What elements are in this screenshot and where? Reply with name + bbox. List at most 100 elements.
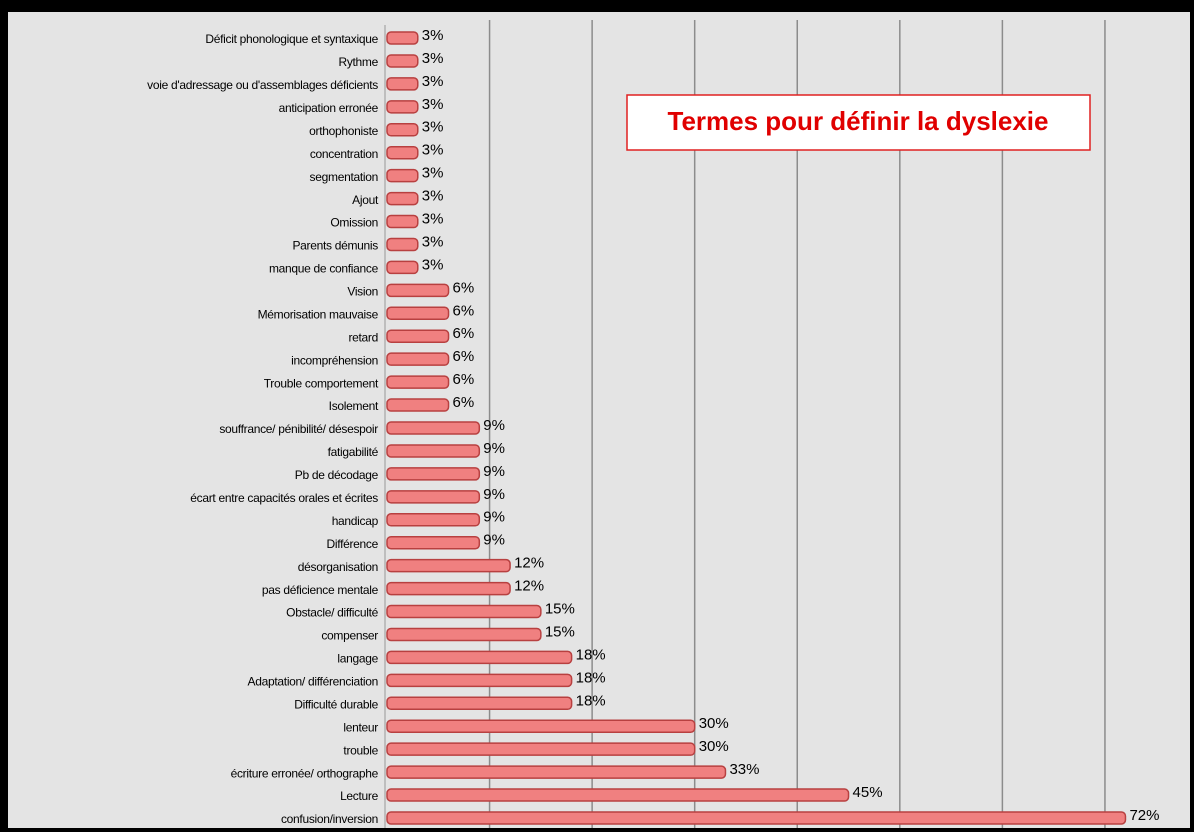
title-box — [626, 94, 1091, 151]
bar — [386, 421, 481, 435]
bar — [386, 811, 1127, 825]
data-label: 33% — [729, 761, 759, 778]
y-tick-label: Adaptation/ différenciation — [248, 675, 378, 689]
y-tick-label: manque de confiance — [269, 262, 379, 276]
y-tick-label: orthophoniste — [309, 124, 378, 138]
data-label: 9% — [483, 486, 505, 503]
bar — [386, 765, 727, 779]
data-label: 3% — [422, 73, 444, 90]
bar — [386, 490, 481, 504]
bar — [386, 696, 573, 711]
y-tick-label: concentration — [310, 147, 378, 161]
data-label: 6% — [453, 371, 475, 388]
data-label: 18% — [576, 692, 606, 709]
data-label: 6% — [453, 279, 475, 296]
y-tick-label: compenser — [321, 629, 378, 643]
data-label: 15% — [545, 600, 575, 617]
y-tick-label: Rythme — [338, 55, 378, 69]
bar — [386, 581, 511, 596]
data-label: 3% — [422, 233, 444, 250]
y-tick-label: incompréhension — [291, 353, 378, 367]
y-tick-label: confusion/inversion — [281, 812, 378, 826]
data-label: 6% — [453, 394, 475, 411]
bar — [386, 145, 419, 160]
data-label: 45% — [853, 784, 883, 801]
y-tick-label: Vision — [347, 285, 378, 299]
data-label: 3% — [422, 142, 444, 159]
bar — [386, 673, 573, 688]
bar — [386, 513, 481, 527]
data-label: 12% — [514, 555, 544, 572]
bar — [386, 398, 450, 412]
y-tick-label: Obstacle/ difficulté — [286, 606, 378, 620]
bar — [386, 283, 450, 298]
y-tick-label: trouble — [343, 743, 378, 757]
y-tick-label: fatigabilité — [328, 445, 379, 459]
y-tick-label: souffrance/ pénibilité/ désespoir — [219, 422, 378, 436]
y-tick-label: Déficit phonologique et syntaxique — [205, 32, 378, 46]
data-label: 9% — [483, 417, 505, 434]
y-tick-label: Lecture — [340, 789, 379, 803]
y-tick-label: écriture erronée/ orthographe — [231, 766, 379, 780]
bar — [386, 375, 450, 389]
y-tick-label: langage — [337, 652, 378, 666]
y-tick-label: anticipation erronée — [279, 101, 379, 115]
data-label: 9% — [483, 532, 505, 549]
data-label: 6% — [453, 325, 475, 342]
bar — [386, 214, 419, 229]
bar — [386, 627, 542, 642]
data-label: 3% — [422, 210, 444, 227]
bar — [386, 123, 419, 137]
data-label: 6% — [453, 348, 475, 365]
bar — [386, 260, 419, 275]
data-label: 3% — [422, 188, 444, 205]
bar — [386, 100, 419, 114]
y-tick-label: segmentation — [310, 170, 378, 184]
y-tick-label: Ajout — [352, 193, 379, 207]
bar — [386, 742, 696, 756]
y-tick-label: pas déficience mentale — [262, 583, 379, 597]
bar — [386, 31, 419, 45]
y-tick-label: Pb de décodage — [295, 468, 379, 482]
bar — [386, 535, 481, 550]
data-label: 18% — [576, 646, 606, 663]
y-tick-label: écart entre capacités orales et écrites — [190, 491, 378, 505]
bar — [386, 306, 450, 321]
y-tick-label: lenteur — [343, 720, 378, 734]
bar — [386, 352, 450, 366]
y-tick-label: Omission — [330, 216, 378, 230]
data-label: 3% — [422, 27, 444, 44]
data-label: 3% — [422, 96, 444, 113]
bar — [386, 604, 542, 619]
bar — [386, 329, 450, 343]
y-tick-label: Difficulté durable — [294, 697, 378, 711]
y-tick-label: désorganisation — [298, 560, 378, 574]
data-label: 3% — [422, 256, 444, 273]
data-label: 15% — [545, 623, 575, 640]
bar — [386, 237, 419, 252]
bar — [386, 77, 419, 91]
bar — [386, 168, 419, 183]
y-tick-label: Parents démunis — [292, 239, 378, 253]
bar — [386, 558, 511, 573]
data-label: 72% — [1129, 807, 1159, 824]
data-label: 3% — [422, 50, 444, 67]
bar — [386, 788, 850, 802]
y-tick-label: Trouble comportement — [264, 376, 379, 390]
y-tick-label: Isolement — [329, 399, 379, 413]
data-label: 9% — [483, 463, 505, 480]
bar — [386, 444, 481, 458]
data-label: 12% — [514, 578, 544, 595]
data-label: 3% — [422, 165, 444, 182]
chart-title: Termes pour définir la dyslexie — [668, 106, 1049, 136]
data-label: 30% — [699, 715, 729, 732]
data-label: 9% — [483, 440, 505, 457]
bar — [386, 191, 419, 206]
y-tick-label: Différence — [327, 537, 379, 551]
data-label: 3% — [422, 119, 444, 136]
y-tick-label: handicap — [332, 514, 379, 528]
data-label: 6% — [453, 302, 475, 319]
data-label: 9% — [483, 509, 505, 526]
y-tick-label: retard — [348, 330, 378, 344]
